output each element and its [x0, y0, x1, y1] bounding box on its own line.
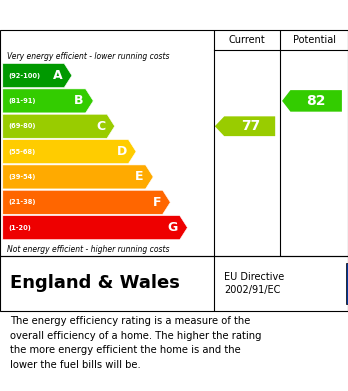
Text: B: B [74, 94, 84, 108]
Text: 2002/91/EC: 2002/91/EC [224, 285, 281, 295]
Text: Potential: Potential [293, 35, 335, 45]
Text: Not energy efficient - higher running costs: Not energy efficient - higher running co… [7, 245, 169, 254]
Polygon shape [3, 64, 72, 88]
Polygon shape [215, 117, 275, 136]
Text: E: E [135, 170, 144, 183]
Text: The energy efficiency rating is a measure of the
overall efficiency of a home. T: The energy efficiency rating is a measur… [10, 316, 262, 369]
Text: (92-100): (92-100) [9, 73, 41, 79]
Text: Current: Current [229, 35, 266, 45]
Text: F: F [152, 196, 161, 209]
Text: (1-20): (1-20) [9, 224, 32, 231]
Text: (81-91): (81-91) [9, 98, 36, 104]
Polygon shape [3, 114, 115, 138]
Text: G: G [168, 221, 178, 234]
Text: EU Directive: EU Directive [224, 272, 285, 282]
Text: (69-80): (69-80) [9, 123, 36, 129]
Text: C: C [96, 120, 105, 133]
Text: 82: 82 [306, 94, 326, 108]
Text: Very energy efficient - lower running costs: Very energy efficient - lower running co… [7, 52, 169, 61]
Text: England & Wales: England & Wales [10, 274, 180, 292]
Text: (39-54): (39-54) [9, 174, 36, 180]
Polygon shape [282, 90, 342, 112]
Text: (55-68): (55-68) [9, 149, 36, 154]
Text: (21-38): (21-38) [9, 199, 36, 205]
Polygon shape [3, 190, 170, 214]
Text: A: A [53, 69, 63, 82]
Polygon shape [3, 165, 153, 189]
Text: 77: 77 [241, 119, 260, 133]
Polygon shape [3, 140, 136, 163]
Polygon shape [3, 89, 93, 113]
Polygon shape [3, 215, 188, 240]
Text: D: D [117, 145, 127, 158]
FancyBboxPatch shape [346, 263, 348, 304]
Text: Energy Efficiency Rating: Energy Efficiency Rating [10, 7, 221, 23]
